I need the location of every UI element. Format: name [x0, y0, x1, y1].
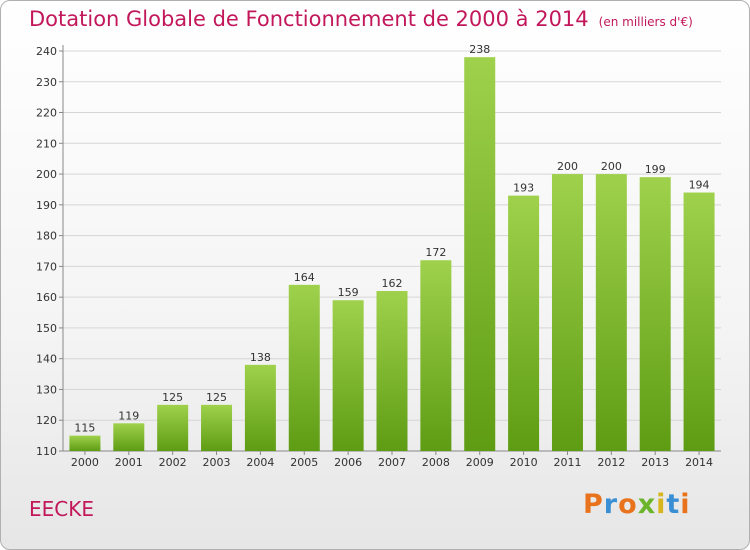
logo-letter: x	[637, 489, 657, 520]
value-labels: 115 119 125 125 138 164 159 162 172 238 193 200 200 1…	[74, 43, 709, 434]
x-tick-label-2006: 2006	[334, 456, 362, 469]
logo-letter: o	[618, 489, 638, 520]
x-tick-label-2012: 2012	[597, 456, 625, 469]
logo-letter: i	[656, 489, 667, 520]
logo-letter: t	[666, 489, 681, 520]
bar-2007	[376, 291, 408, 451]
x-tick-label-2002: 2002	[159, 456, 187, 469]
commune-name: EECKE	[29, 497, 94, 521]
bar-2010	[508, 195, 540, 451]
bar-2012	[595, 174, 627, 452]
bar-2013	[639, 177, 671, 451]
bar-2001	[113, 423, 145, 451]
bar-2008	[420, 260, 452, 451]
chart-title-text: Dotation Globale de Fonctionnement de 20…	[29, 7, 589, 31]
x-tick-label-2000: 2000	[71, 456, 99, 469]
x-tick-label-2008: 2008	[422, 456, 450, 469]
value-label-2009: 238	[469, 43, 490, 56]
y-tick-label: 200	[36, 168, 57, 181]
x-tick-label-2010: 2010	[510, 456, 538, 469]
value-label-2010: 193	[513, 182, 534, 195]
logo-letter: i	[680, 489, 691, 520]
bar-2009	[464, 57, 496, 452]
value-label-2003: 125	[206, 391, 227, 404]
x-tick-label-2001: 2001	[115, 456, 143, 469]
value-label-2013: 199	[645, 163, 666, 176]
bar-2006	[332, 300, 364, 451]
chart-unit-text: (en milliers d'€)	[598, 15, 693, 29]
bar-2004	[244, 364, 276, 451]
y-tick-label: 220	[36, 107, 57, 120]
y-tick-label: 230	[36, 76, 57, 89]
y-tick-label: 150	[36, 322, 57, 335]
x-tick-label-2007: 2007	[378, 456, 406, 469]
y-tick-label: 140	[36, 353, 57, 366]
value-label-2008: 172	[425, 246, 446, 259]
y-tick-label: 160	[36, 291, 57, 304]
x-tick-label-2009: 2009	[466, 456, 494, 469]
y-tick-label: 110	[36, 445, 57, 458]
chart-title: Dotation Globale de Fonctionnement de 20…	[29, 7, 693, 31]
y-tick-label: 180	[36, 230, 57, 243]
logo-letter: P	[583, 489, 604, 520]
value-label-2000: 115	[74, 422, 95, 435]
value-label-2006: 159	[338, 286, 359, 299]
value-label-2012: 200	[601, 160, 622, 173]
x-tick-label-2005: 2005	[290, 456, 318, 469]
y-tick-label: 240	[36, 45, 57, 58]
bar-2003	[201, 404, 233, 451]
tick-labels: 110 120 130 140 150 160 170 180 190 200 210 220 230 2…	[36, 45, 713, 469]
x-tick-label-2011: 2011	[553, 456, 581, 469]
bar-2011	[551, 174, 583, 452]
value-label-2002: 125	[162, 391, 183, 404]
bar-2002	[157, 404, 189, 451]
value-label-2005: 164	[294, 271, 315, 284]
value-label-2004: 138	[250, 351, 271, 364]
x-tick-label-2004: 2004	[246, 456, 274, 469]
value-label-2014: 194	[689, 179, 710, 192]
y-tick-label: 190	[36, 199, 57, 212]
value-label-2011: 200	[557, 160, 578, 173]
y-tick-label: 170	[36, 260, 57, 273]
value-label-2007: 162	[382, 277, 403, 290]
x-tick-label-2014: 2014	[685, 456, 713, 469]
x-tick-label-2003: 2003	[203, 456, 231, 469]
y-tick-label: 120	[36, 414, 57, 427]
x-tick-label-2013: 2013	[641, 456, 669, 469]
bar-2000	[69, 435, 101, 451]
bar-2005	[288, 284, 320, 451]
bar-2014	[683, 192, 715, 452]
y-tick-label: 130	[36, 383, 57, 396]
y-tick-label: 210	[36, 137, 57, 150]
value-label-2001: 119	[118, 409, 139, 422]
proxiti-logo[interactable]: Proxiti	[583, 489, 691, 520]
bars	[69, 57, 715, 452]
logo-letter: r	[603, 489, 619, 520]
